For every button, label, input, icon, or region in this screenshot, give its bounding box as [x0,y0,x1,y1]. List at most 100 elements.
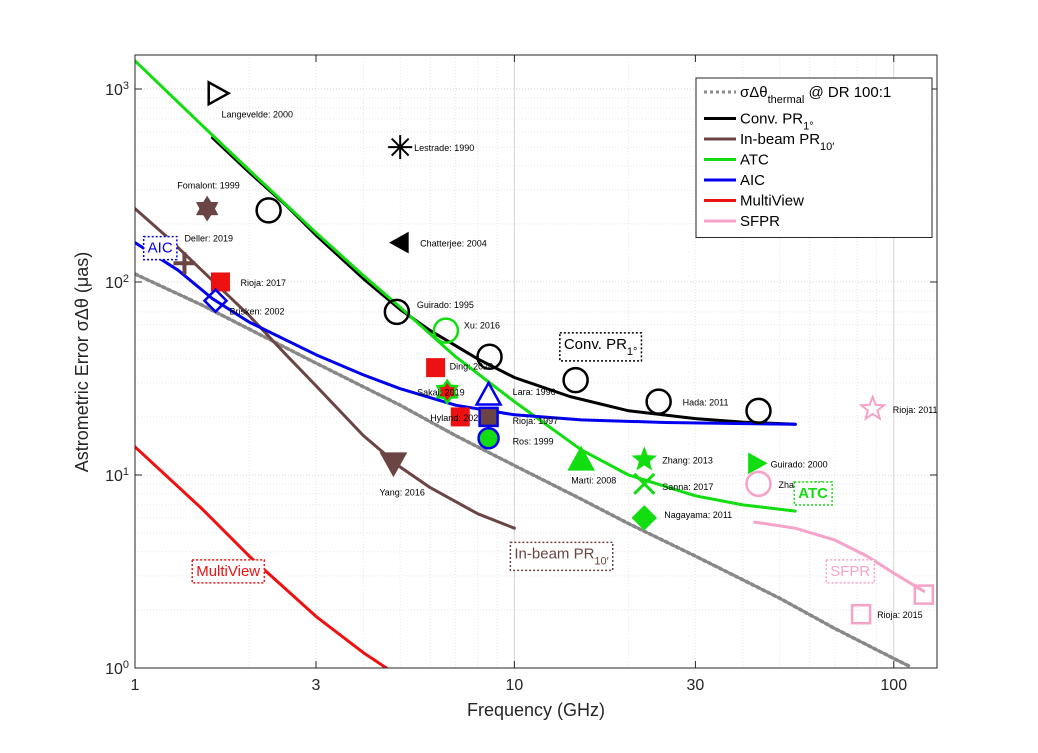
series-layer [135,59,926,668]
measurement-point: Marti: 2008 [567,445,616,486]
circle-open-marker [476,343,503,370]
curve-label-box [793,481,833,506]
curve-label-layer: AIC Conv. PR1° In-beam PR10′ ATC MultiView SF… [142,235,876,584]
measurement-point: Ding: 2020 [426,358,494,378]
measurement-point: Sakai: 2019 [417,378,465,405]
square-filled-marker [426,358,446,378]
legend-label: In-beam PR10′ [740,131,834,153]
measurement-label: Lara: 1996 [513,387,556,397]
measurement-label: Zhang: 2013 [662,456,713,466]
measurement-point: Fomalont: 1999 [177,181,240,222]
curve-label-box [509,541,614,572]
measurement-label: Hada: 2011 [683,398,729,408]
measurement-point: Guirado: 1995 [383,298,474,326]
measurement-label: Sakai: 2019 [417,388,465,398]
measurement-label: Langevelde: 2000 [222,109,294,119]
measurement-point [255,197,282,224]
measurement-label: Fomalont: 1999 [177,181,240,191]
legend-entry-thermal: σΔθthermal @ DR 100:1 [704,84,891,106]
measurement-label: Lestrade: 1990 [414,143,474,153]
x-tick-label: 10 [505,677,523,694]
triangle-down-filled-marker [379,452,408,478]
curve-label: Conv. PR1° [559,332,643,362]
measurement-point: Lestrade: 1990 [388,135,474,160]
measurement-label: Brisken: 2002 [230,307,285,317]
square-filled-marker [210,272,230,292]
curve-label: In-beam PR10′ [509,541,614,572]
measurement-point: Deller: 2019 [173,233,233,275]
series-line-thermal [135,272,912,668]
measurement-point [562,366,589,394]
measurement-point: Rioja: 2017 [210,272,286,292]
triangle-right-filled-marker [748,452,768,475]
curve-label-text: AIC [148,240,173,257]
y-tick-label: 100 [105,659,129,678]
circle-open-marker [432,317,460,344]
measurement-label: Sanna: 2017 [662,482,713,492]
triangle-right-open-marker [207,80,232,107]
measurement-label: Marti: 2008 [571,476,616,486]
curve-label-box [825,559,876,584]
measurement-point: Rioja: 2015 [850,603,923,625]
measurement-point: Hada: 2011 [645,388,729,415]
pentagram-open-marker [858,394,887,421]
measurement-label: Ros: 1999 [513,436,554,446]
triangle-left-filled-marker [389,231,409,254]
cross-stroke [633,472,656,495]
measurement-label: Nagayama: 2011 [664,510,732,520]
measurement-point [476,343,503,370]
measurement-point [913,584,935,605]
series-line-atc [135,59,797,513]
legend-label: MultiView [740,193,804,210]
curve-label-box [191,559,266,584]
curve-label: ATC [793,481,833,506]
measurement-label: Chatterjee: 2004 [420,239,487,249]
measurement-point: Brisken: 2002 [202,287,285,317]
circle-open-marker [383,298,411,326]
diamond-filled-marker [631,505,658,531]
x-axis-label: Frequency (GHz) [467,700,605,720]
series-line-inbeam [135,207,516,530]
curve-label-text: In-beam PR10′ [514,545,608,567]
legend-label: Conv. PR1° [740,111,814,133]
measurement-label: Ding: 2020 [450,362,494,372]
hexagram-marker [435,378,459,405]
measurement-point: Rioja: 1997 [478,406,558,428]
measurement-point: Nagayama: 2011 [631,505,732,531]
measurement-label: Rioja: 2011 [893,405,938,415]
circle-open-marker [645,388,672,415]
x-tick-label: 3 [312,677,321,694]
x-tick-label: 100 [880,677,907,694]
legend-entry-multiview: MultiView [704,193,804,210]
legend-label: ATC [740,152,769,169]
measurement-label: Xu: 2016 [464,321,500,331]
legend-label: AIC [740,172,765,189]
legend: σΔθthermal @ DR 100:1 Conv. PR1°In-beam P… [695,77,933,238]
measurement-point: Xu: 2016 [432,317,500,344]
measurement-point: Lara: 1996 [474,380,556,406]
curve-label-text: SFPR [830,563,870,580]
series-line-aic [135,241,797,426]
measurement-label: Rioja: 2015 [877,610,923,620]
series-line-sfpr [753,520,926,593]
legend-entry-conv: Conv. PR1° [704,111,814,133]
measurement-label: Guirado: 1995 [417,300,474,310]
measurement-label: Deller: 2019 [184,233,233,243]
measurement-label: Hyland: 2022 [430,413,483,423]
axis-ticks: 1 3 10 30 100 100 101 102 103 [105,55,937,694]
measurement-point: Guirado: 2000 [748,452,828,475]
legend-label: SFPR [740,213,780,230]
asterisk-stroke [390,137,410,157]
x-tick-label: 30 [687,677,705,694]
measurement-point: Langevelde: 2000 [207,80,294,119]
y-tick-label: 102 [105,273,129,292]
legend-box [695,77,933,238]
diamond-open-marker [202,287,229,314]
measurement-point: Zhang: 2013 [631,446,713,471]
hexagram-marker [195,195,219,222]
pentagram-filled-marker [631,446,658,471]
triangle-up-open-marker [474,380,503,406]
curve-label-text: ATC [798,485,828,502]
legend-entry-atc: ATC [704,152,769,169]
